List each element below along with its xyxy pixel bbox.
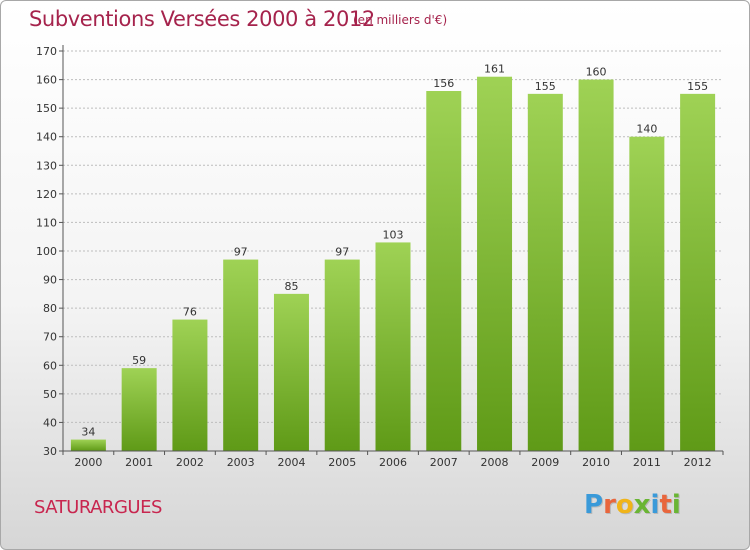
data-label-2010: 160 (586, 66, 607, 79)
x-tick-label-2006: 2006 (379, 456, 407, 469)
logo-letter: i (650, 490, 660, 520)
y-tick-label: 80 (43, 302, 57, 315)
y-tick-label: 150 (36, 102, 57, 115)
x-tick-label-2002: 2002 (176, 456, 204, 469)
x-tick-label-2005: 2005 (328, 456, 356, 469)
x-tick-label-2003: 2003 (227, 456, 255, 469)
data-label-2006: 103 (383, 228, 404, 241)
y-axis-ticks: 30 40 50 60 70 80 90 100 110 120 130 140 150 160 170 (36, 45, 63, 458)
logo-letter: o (615, 490, 634, 520)
data-label-2000: 34 (81, 426, 95, 439)
data-labels: 34 59 76 97 85 97 103 156 161 155 160 140 155 (81, 63, 708, 439)
bar-2006 (375, 242, 411, 451)
y-tick-label: 140 (36, 131, 57, 144)
data-label-2004: 85 (284, 280, 298, 293)
bar-2008 (477, 76, 513, 451)
data-label-2002: 76 (183, 306, 197, 319)
commune-name: SATURARGUES (34, 497, 162, 518)
x-tick-label-2011: 2011 (633, 456, 661, 469)
bar-2007 (426, 91, 462, 451)
bar-2004 (273, 293, 309, 451)
data-label-2003: 97 (234, 246, 248, 259)
y-tick-label: 30 (43, 445, 57, 458)
y-tick-label: 100 (36, 245, 57, 258)
chart-subtitle: (en milliers d'€) (353, 13, 448, 27)
chart-title: Subventions Versées 2000 à 2012 (29, 7, 375, 31)
x-tick-label-2009: 2009 (531, 456, 559, 469)
logo-letter: i (671, 490, 681, 520)
bar-2000 (70, 439, 106, 451)
data-label-2007: 156 (433, 77, 454, 90)
y-tick-label: 70 (43, 331, 57, 344)
data-label-2001: 59 (132, 354, 146, 367)
bar-2003 (223, 259, 259, 451)
bars (70, 76, 716, 452)
x-tick-label-2001: 2001 (125, 456, 153, 469)
y-tick-label: 170 (36, 45, 57, 58)
x-tick-label-2012: 2012 (684, 456, 712, 469)
data-label-2012: 155 (687, 80, 708, 93)
x-axis-ticks: 2000 2001 2002 2003 2004 2005 2006 2007 2008 2009… (62, 451, 724, 469)
y-tick-label: 110 (36, 216, 57, 229)
y-tick-label: 40 (43, 416, 57, 429)
x-tick-label-2004: 2004 (277, 456, 305, 469)
proxiti-logo: Proxiti (584, 490, 681, 520)
bar-2002 (172, 319, 208, 451)
y-tick-label: 160 (36, 74, 57, 87)
data-label-2005: 97 (335, 246, 349, 259)
bar-2005 (324, 259, 360, 451)
x-tick-label-2010: 2010 (582, 456, 610, 469)
logo-letter: x (633, 490, 651, 520)
y-tick-label: 50 (43, 388, 57, 401)
x-tick-label-2000: 2000 (74, 456, 102, 469)
y-tick-label: 60 (43, 359, 57, 372)
y-tick-label: 120 (36, 188, 57, 201)
bar-2010 (578, 79, 614, 452)
data-label-2011: 140 (636, 123, 657, 136)
y-tick-label: 90 (43, 274, 57, 287)
data-label-2008: 161 (484, 63, 505, 76)
logo-letter: P (584, 490, 604, 520)
bar-2011 (629, 136, 665, 451)
logo-letter: t (659, 490, 672, 520)
bar-2001 (121, 368, 157, 451)
y-tick-label: 130 (36, 159, 57, 172)
data-label-2009: 155 (535, 80, 556, 93)
logo-letter: r (603, 490, 616, 520)
bar-2009 (527, 93, 563, 451)
x-tick-label-2007: 2007 (430, 456, 458, 469)
bar-2012 (680, 93, 716, 451)
x-tick-label-2008: 2008 (481, 456, 509, 469)
